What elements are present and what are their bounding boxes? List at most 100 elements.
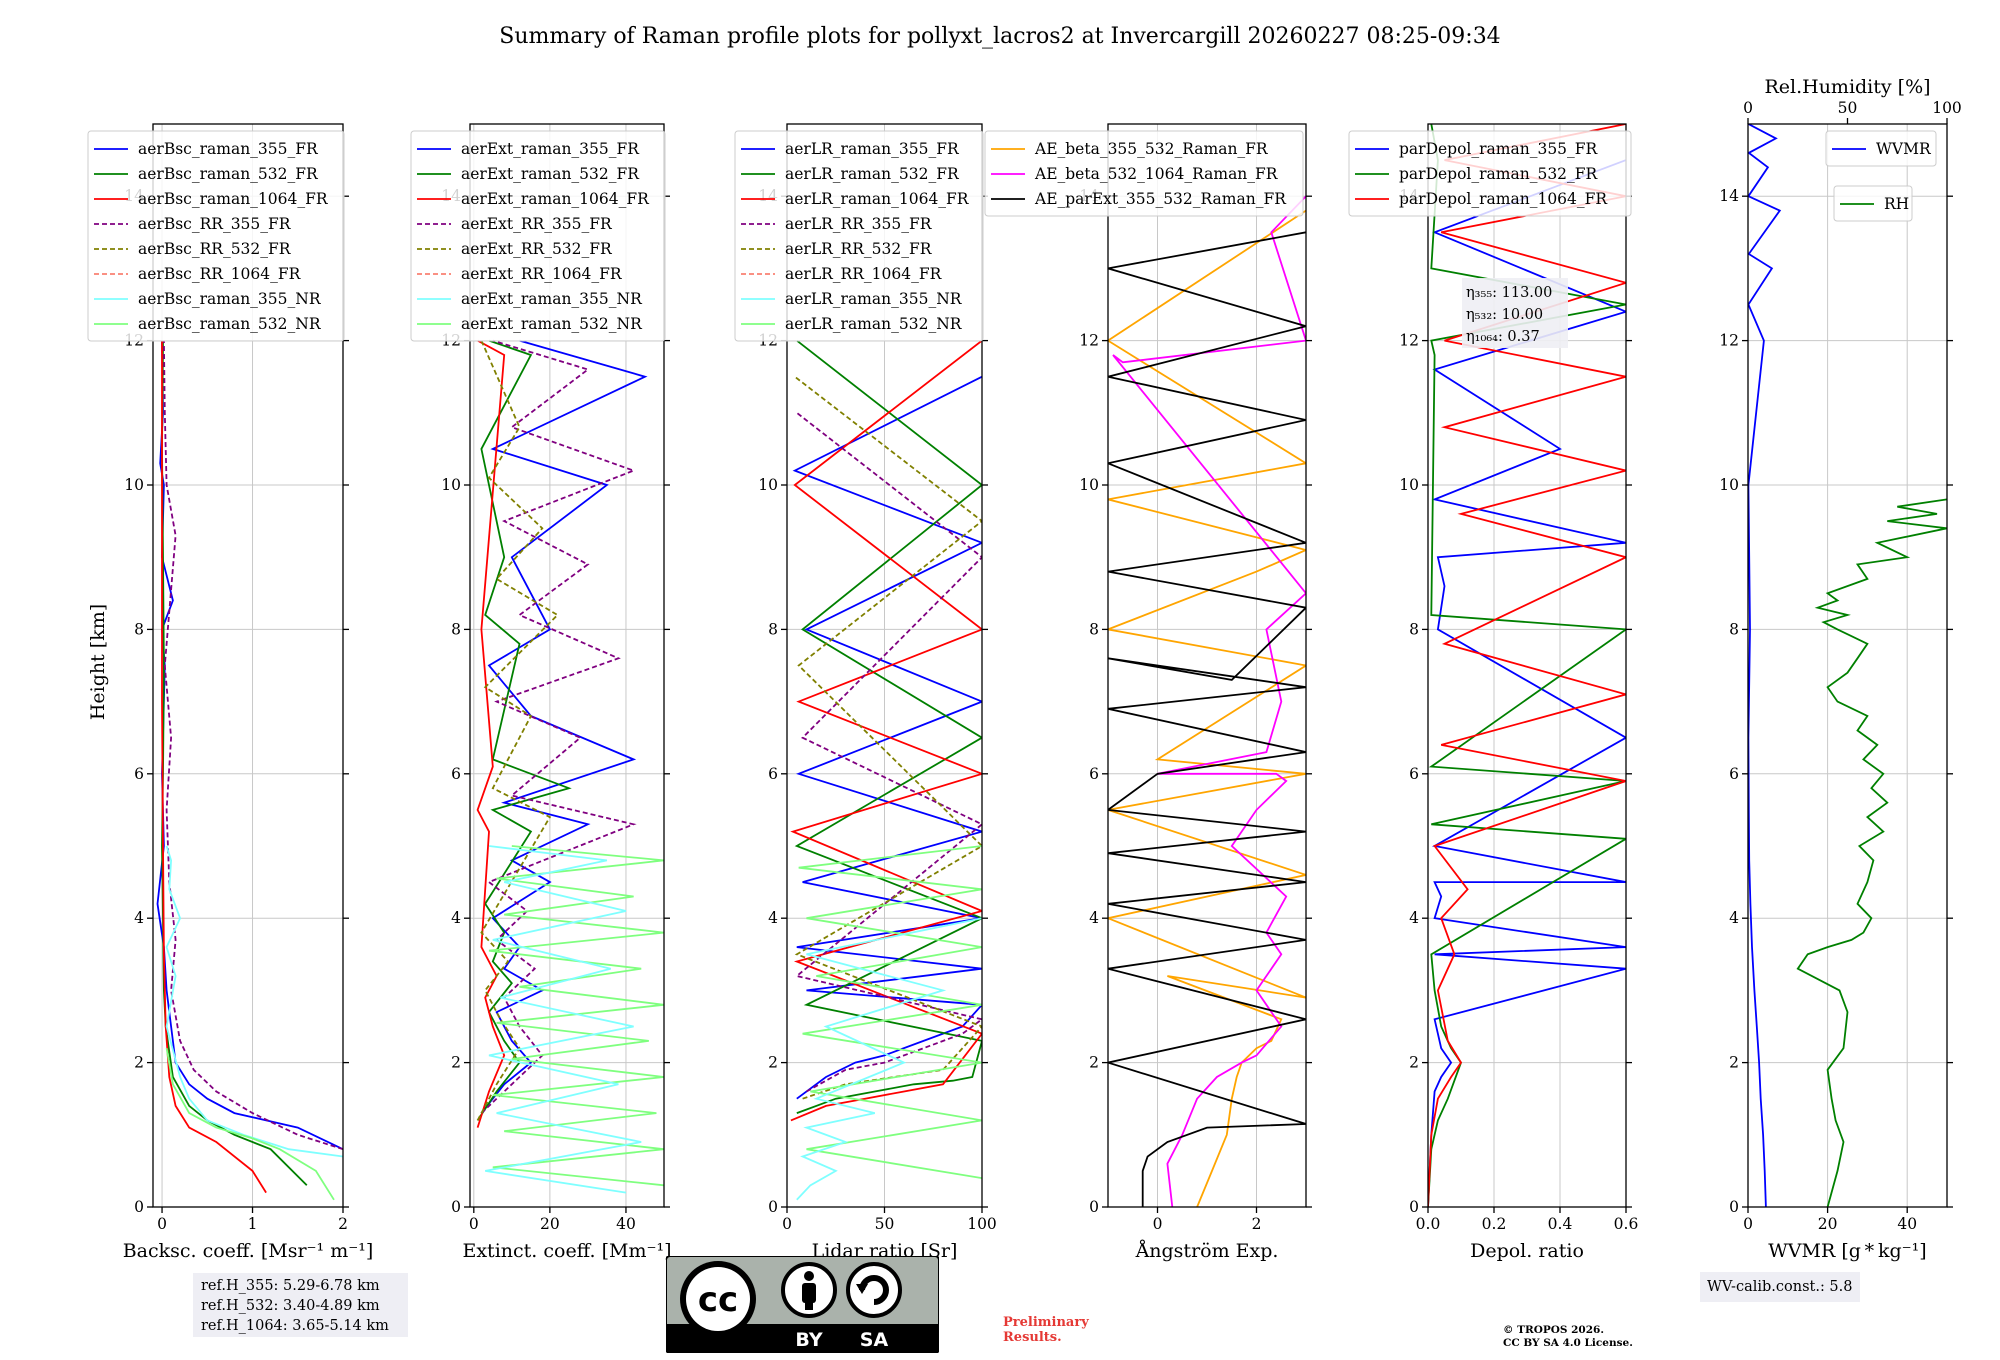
xtick-label-wv-1: 20 xyxy=(1818,1215,1838,1233)
cc-logo-by: BY xyxy=(795,1329,822,1351)
axes-frame-depol xyxy=(1427,123,1627,1208)
ytick-label-ext-5: 10 xyxy=(441,476,461,494)
ytick-label-ae-2: 4 xyxy=(1089,909,1099,927)
ytick-label-depol-4: 8 xyxy=(1409,620,1419,638)
xtick-label-lr-1: 50 xyxy=(875,1215,895,1233)
series-group-wv xyxy=(1748,124,1947,1207)
reference-height-box: ref.H_355: 5.29-6.78 km ref.H_532: 3.40-… xyxy=(193,1273,408,1337)
ytick-label-lr-2: 4 xyxy=(768,909,778,927)
legend-box-bsc xyxy=(87,130,345,342)
series-line-aerExt_RR_532_FR xyxy=(476,340,559,1121)
ytick-label-bsc-4: 8 xyxy=(134,620,144,638)
series-line-aerExt_raman_355_NR xyxy=(485,845,642,1194)
top-xtick-label-wv-1: 50 xyxy=(1838,99,1858,117)
copyright-line-2: CC BY SA 4.0 License. xyxy=(1503,1337,1633,1349)
series-group-ae xyxy=(1108,195,1306,1207)
legend-box-ext xyxy=(410,130,666,342)
xlabel-bsc: Backsc. coeff. [Msr⁻¹ m⁻¹] xyxy=(123,1240,374,1262)
legend-label-aerBsc_raman_355_FR: aerBsc_raman_355_FR xyxy=(138,140,319,158)
series-line-aerBsc_raman_355_FR xyxy=(156,340,343,1151)
ytick-label-ae-3: 6 xyxy=(1089,765,1099,783)
series-group-lr xyxy=(790,339,982,1201)
ytick-label-ext-3: 6 xyxy=(451,765,461,783)
legend-label-AE_beta_532_1064_Raman_FR: AE_beta_532_1064_Raman_FR xyxy=(1034,165,1279,183)
wv-calibration-constant: WV-calib.const.: 5.8 xyxy=(1707,1279,1853,1295)
legend-label-aerExt_raman_355_NR: aerExt_raman_355_NR xyxy=(461,290,643,308)
series-line-parDepol_raman_1064_FR xyxy=(1428,124,1626,1207)
series-line-aerBsc_RR_355_FR xyxy=(163,340,343,1151)
series-line-AE_beta_532_1064_Raman_FR xyxy=(1112,195,1306,1207)
series-line-aerExt_raman_532_NR xyxy=(488,845,664,1187)
legend-label-aerBsc_raman_532_FR: aerBsc_raman_532_FR xyxy=(138,165,319,183)
ytick-label-depol-3: 6 xyxy=(1409,765,1419,783)
xtick-label-ext-1: 20 xyxy=(540,1215,560,1233)
xtick-label-bsc-1: 1 xyxy=(248,1215,258,1233)
legend-label-aerLR_raman_355_NR: aerLR_raman_355_NR xyxy=(785,290,963,308)
legend-box-depol xyxy=(1348,130,1632,217)
ytick-label-bsc-1: 2 xyxy=(134,1054,144,1072)
legend-label-aerExt_RR_355_FR: aerExt_RR_355_FR xyxy=(461,215,613,233)
axes-frame-wv xyxy=(1747,123,1948,1208)
figure-title: Summary of Raman profile plots for polly… xyxy=(499,24,1500,49)
ytick-label-ae-5: 10 xyxy=(1079,476,1099,494)
legend-label-RH: RH xyxy=(1884,195,1909,213)
legend-label-parDepol_raman_355_FR: parDepol_raman_355_FR xyxy=(1399,140,1599,158)
series-line-aerExt_raman_355_FR xyxy=(480,339,648,1114)
legend-label-parDepol_raman_1064_FR: parDepol_raman_1064_FR xyxy=(1399,190,1608,208)
copyright-note: © TROPOS 2026. CC BY SA 4.0 License. xyxy=(1503,1324,1633,1350)
legend-label-aerLR_RR_1064_FR: aerLR_RR_1064_FR xyxy=(785,265,943,283)
panel-bsc: 01202468101214Backsc. coeff. [Msr⁻¹ m⁻¹]… xyxy=(87,123,374,1262)
panel-depol: 0.00.20.40.602468101214Depol. ratioparDe… xyxy=(1348,123,1638,1262)
ytick-label-wv-5: 10 xyxy=(1719,476,1739,494)
ytick-label-depol-6: 12 xyxy=(1399,332,1419,350)
series-group-ext xyxy=(476,339,664,1194)
legend-label-aerExt_raman_532_NR: aerExt_raman_532_NR xyxy=(461,315,643,333)
ytick-label-ext-4: 8 xyxy=(451,620,461,638)
eta-text-2: η₁₀₆₄: 0.37 xyxy=(1466,329,1540,345)
xtick-label-depol-0: 0.0 xyxy=(1416,1215,1441,1233)
legend-label-aerLR_raman_1064_FR: aerLR_raman_1064_FR xyxy=(785,190,970,208)
legend-label-aerExt_raman_355_FR: aerExt_raman_355_FR xyxy=(461,140,640,158)
xtick-label-ae-1: 2 xyxy=(1252,1215,1262,1233)
ytick-label-lr-0: 0 xyxy=(768,1198,778,1216)
legend-label-aerLR_raman_532_NR: aerLR_raman_532_NR xyxy=(785,315,963,333)
series-group-bsc xyxy=(156,340,343,1201)
xtick-label-wv-0: 0 xyxy=(1743,1215,1753,1233)
legend-label-parDepol_raman_532_FR: parDepol_raman_532_FR xyxy=(1399,165,1599,183)
top-xtick-label-wv-0: 0 xyxy=(1743,99,1753,117)
top-xtick-label-wv-2: 100 xyxy=(1932,99,1962,117)
xtick-label-depol-2: 0.4 xyxy=(1548,1215,1573,1233)
xtick-label-wv-2: 40 xyxy=(1897,1215,1917,1233)
cc-logo-mark: cc xyxy=(698,1280,738,1320)
eta-text-1: η₅₃₂: 10.00 xyxy=(1466,307,1543,323)
xtick-label-ext-0: 0 xyxy=(469,1215,479,1233)
legend-label-aerExt_RR_1064_FR: aerExt_RR_1064_FR xyxy=(461,265,623,283)
ref-height-355: ref.H_355: 5.29-6.78 km xyxy=(201,1278,380,1294)
series-line-aerExt_RR_355_FR xyxy=(480,339,637,1114)
legend-label-aerBsc_RR_1064_FR: aerBsc_RR_1064_FR xyxy=(138,265,302,283)
ytick-label-lr-4: 8 xyxy=(768,620,778,638)
legend-box-wv xyxy=(1825,130,1937,167)
preliminary-line-2: Results. xyxy=(1003,1330,1062,1345)
ytick-label-ae-1: 2 xyxy=(1089,1054,1099,1072)
series-line-parDepol_raman_355_FR xyxy=(1428,159,1626,1207)
wv-calibration-box: WV-calib.const.: 5.8 xyxy=(1700,1272,1860,1302)
series-line-aerLR_RR_355_FR xyxy=(794,412,982,1093)
series-line-aerExt_raman_1064_FR xyxy=(476,339,506,1128)
eta-box xyxy=(1462,278,1568,348)
series-line-WVMR xyxy=(1748,124,1782,1207)
ytick-label-ae-4: 8 xyxy=(1089,620,1099,638)
series-line-RH xyxy=(1796,498,1947,1207)
xtick-label-bsc-0: 0 xyxy=(157,1215,167,1233)
xtick-label-ext-2: 40 xyxy=(616,1215,636,1233)
ytick-label-wv-0: 0 xyxy=(1729,1198,1739,1216)
axes-frame-ae xyxy=(1107,123,1307,1208)
xtick-label-bsc-2: 2 xyxy=(338,1215,348,1233)
panel-ext: 0204002468101214Extinct. coeff. [Mm⁻¹]ae… xyxy=(410,123,672,1262)
ytick-label-bsc-5: 10 xyxy=(124,476,144,494)
legend-label-aerExt_RR_532_FR: aerExt_RR_532_FR xyxy=(461,240,613,258)
axes-frame-ext xyxy=(469,123,665,1208)
series-line-aerLR_raman_355_NR xyxy=(796,917,982,1201)
legend-label-aerBsc_RR_532_FR: aerBsc_RR_532_FR xyxy=(138,240,292,258)
